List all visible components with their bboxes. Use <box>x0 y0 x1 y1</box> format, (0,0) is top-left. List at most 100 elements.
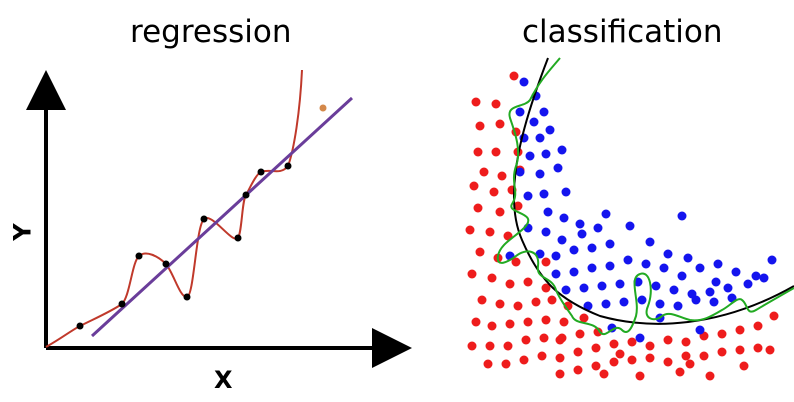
class-a-point <box>675 367 685 377</box>
class-a-point <box>735 325 745 335</box>
class-a-point <box>769 311 779 321</box>
class-b-point <box>615 279 625 289</box>
class-a-point <box>475 121 485 131</box>
class-a-point <box>573 365 583 375</box>
class-b-point <box>561 285 571 295</box>
class-b-point <box>677 271 687 281</box>
class-b-point <box>767 255 777 265</box>
class-b-point <box>541 227 551 237</box>
class-a-point <box>495 119 505 129</box>
class-a-point <box>469 181 479 191</box>
class-b-point <box>637 295 647 305</box>
class-a-point <box>467 341 477 351</box>
class-b-point <box>587 243 597 253</box>
class-b-point <box>673 301 683 311</box>
class-a-point <box>519 355 529 365</box>
class-b-point <box>587 263 597 273</box>
class-a-point <box>579 313 589 323</box>
data-points <box>76 162 292 330</box>
class-b-point <box>711 277 721 287</box>
class-b-point <box>539 107 549 117</box>
class-a-point <box>739 361 749 371</box>
class-a-point <box>645 341 655 351</box>
class-a-point <box>501 359 511 369</box>
class-a-point <box>483 359 493 369</box>
regression-title: regression <box>130 14 292 50</box>
class-a-point <box>765 345 775 355</box>
class-b-point <box>751 271 761 281</box>
class-a-point <box>487 273 497 283</box>
class-a-point <box>555 369 565 379</box>
class-a-point <box>511 257 521 267</box>
class-a-point <box>705 371 715 381</box>
class-b-point <box>727 293 737 303</box>
class-b-point <box>575 219 585 229</box>
class-a-point <box>645 353 655 363</box>
class-a-point <box>591 361 601 371</box>
class-a-point <box>681 351 691 361</box>
class-a-point <box>555 353 565 363</box>
class-a-point <box>503 341 513 351</box>
class-b-point <box>597 281 607 291</box>
class-a-point <box>473 203 483 213</box>
class-b-point <box>541 149 551 159</box>
regression-point <box>257 168 265 176</box>
regression-point <box>242 191 250 199</box>
class-b-point <box>759 273 769 283</box>
overfit-curve <box>45 69 303 348</box>
class-a-point <box>599 369 609 379</box>
regression-point <box>234 234 242 242</box>
class-b-point <box>645 237 655 247</box>
class-b-point <box>577 229 587 239</box>
class-a-point <box>663 357 673 367</box>
class-b-point <box>559 213 569 223</box>
class-b-point <box>601 209 611 219</box>
class-a-point <box>491 147 501 157</box>
class-a-point <box>559 317 569 327</box>
class-a-point <box>685 359 695 369</box>
class-b-point <box>677 211 687 221</box>
x-axis-label: X <box>214 366 233 394</box>
regression-panel <box>26 69 412 368</box>
class-a-point <box>523 317 533 327</box>
class-b-point <box>557 235 567 245</box>
class-a-point <box>609 339 619 349</box>
class-points <box>465 71 779 381</box>
class-b-point <box>535 133 545 143</box>
class-a-point <box>521 335 531 345</box>
class-b-point <box>623 255 633 265</box>
regression-point <box>162 260 170 268</box>
class-a-point <box>485 341 495 351</box>
class-a-point <box>547 295 557 305</box>
class-b-point <box>561 187 571 197</box>
class-b-point <box>663 249 673 259</box>
class-b-point <box>605 261 615 271</box>
class-a-point <box>471 317 481 327</box>
class-b-point <box>731 267 741 277</box>
class-a-point <box>663 335 673 345</box>
class-a-point <box>513 301 523 311</box>
class-a-point <box>489 187 499 197</box>
class-b-point <box>605 239 615 249</box>
class-b-point <box>625 221 635 231</box>
class-b-point <box>651 281 661 291</box>
class-b-point <box>743 279 753 289</box>
regression-point <box>76 322 84 330</box>
class-a-point <box>699 351 709 361</box>
class-b-point <box>569 267 579 277</box>
class-b-point <box>557 145 567 155</box>
class-b-point <box>553 163 563 173</box>
class-b-point <box>523 191 533 201</box>
class-b-point <box>619 297 629 307</box>
class-b-point <box>691 295 701 305</box>
class-a-point <box>541 257 551 267</box>
class-b-point <box>535 169 545 179</box>
regression-point <box>118 300 126 308</box>
class-a-point <box>477 295 487 305</box>
class-b-point <box>713 259 723 269</box>
class-b-point <box>705 287 715 297</box>
class-b-point <box>683 253 693 263</box>
class-a-point <box>717 329 727 339</box>
class-b-point <box>579 283 589 293</box>
